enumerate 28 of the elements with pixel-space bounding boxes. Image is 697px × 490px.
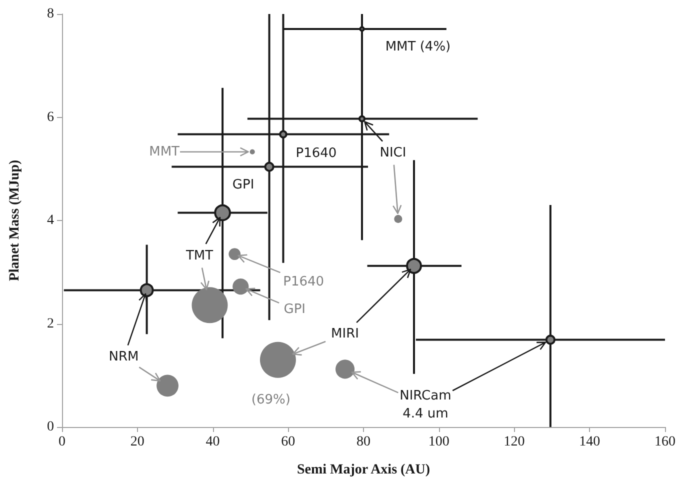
annotation: NIRCam 4.4 um — [400, 388, 452, 422]
y-axis-title: Planet Mass (MJup) — [8, 160, 22, 282]
x-tick-label: 140 — [579, 434, 600, 450]
x-tick-label: 80 — [356, 434, 370, 450]
x-tick-label: 60 — [281, 434, 296, 450]
y-tick-label: 0 — [47, 420, 54, 434]
x-axis-title: Semi Major Axis (AU) — [296, 462, 430, 478]
y-tick-label: 6 — [47, 110, 54, 125]
annotation: MMT (4%) — [385, 39, 451, 54]
x-tick-label: 40 — [206, 434, 220, 450]
x-tick-label: 20 — [130, 434, 144, 450]
annotation: (69%) — [251, 392, 290, 408]
annotation: NRM — [108, 350, 139, 365]
annotation: GPI — [284, 302, 306, 318]
y-tick-label: 2 — [47, 316, 54, 332]
annotation: TMT — [184, 248, 214, 264]
annotation: P1640 — [296, 146, 337, 161]
annotation: NICI — [380, 145, 406, 160]
x-tick-label: 160 — [654, 434, 676, 450]
annotation: GPI — [232, 177, 254, 192]
x-tick-label: 120 — [504, 434, 525, 450]
annotation: P1640 — [283, 274, 324, 290]
annotation: MIRI — [331, 326, 359, 342]
annotation: MMT — [149, 144, 180, 160]
y-tick-label: 8 — [47, 6, 54, 22]
y-tick-label: 4 — [47, 213, 54, 228]
x-tick-label: 100 — [428, 434, 450, 450]
x-tick-label: 0 — [58, 434, 66, 450]
